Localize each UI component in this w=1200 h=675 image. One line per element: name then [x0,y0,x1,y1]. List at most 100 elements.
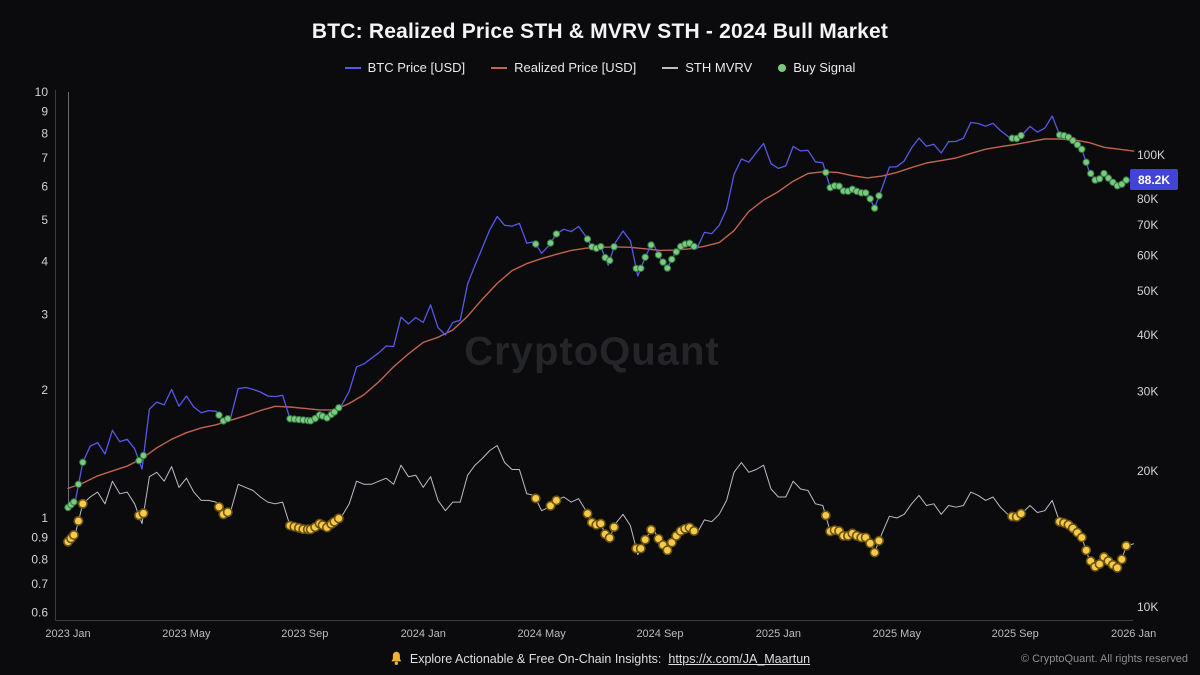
buy-signal-dot-mvrv [1116,554,1127,565]
x-axis-tick: 2024 Jan [401,628,446,640]
buy-signal-dot-mvrv [77,498,88,509]
buy-signal-dot-price [74,480,83,488]
buy-signal-dot-price [875,192,883,200]
realized-price-marker-icon [491,66,508,69]
chart-legend: BTC Price [USD] Realized Price [USD] STH M… [0,60,1200,75]
buy-signal-dot-mvrv [604,532,615,543]
buy-signal-dot-price [641,253,649,261]
right-axis-tick: 10K [1137,600,1158,614]
buy-signal-dot-price [647,241,655,249]
buy-signal-dot-mvrv [646,524,657,535]
buy-signal-dot-price [1104,174,1113,182]
buy-signal-dot-price [330,408,339,416]
legend-label: BTC Price [USD] [367,60,466,75]
buy-signal-dot-price [1095,175,1104,183]
buy-signal-dot-price [606,256,614,265]
x-axis-tick: 2025 Sep [992,628,1039,640]
buy-signal-dot-mvrv [1081,545,1092,556]
buy-signal-dot-mvrv [873,535,884,546]
buy-signal-dot-mvrv [551,495,562,506]
copyright-notice: © CryptoQuant. All rights reserved [1020,653,1188,665]
buy-signal-dot-mvrv [635,543,646,554]
buy-signal-dot-mvrv [73,515,84,526]
left-axis-tick: 0.9 [31,530,48,544]
buy-signal-dot-mvrv [214,501,225,512]
left-axis-tick: 0.8 [31,552,48,566]
buy-signal-dot-price [70,498,78,506]
left-axis-tick: 7 [41,151,48,165]
buy-signal-dot-mvrv [820,510,831,521]
sth-mvrv-marker-icon [662,66,679,69]
buy-signal-dot-mvrv [333,513,344,524]
legend-item-realized-price[interactable]: Realized Price [USD] [491,60,636,75]
buy-signal-dot-price [583,235,592,243]
buy-signal-dot-price [552,230,561,238]
buy-signal-dot-price [1087,169,1095,178]
buy-signal-dot-price [862,189,870,197]
buy-signal-dot-price [79,458,87,466]
buy-signal-dot-price [224,415,232,423]
x-axis-tick: 2023 Jan [45,628,90,640]
left-axis-tick: 8 [41,126,48,140]
left-axis-tick: 5 [41,213,48,227]
buy-signal-dot-price [139,451,148,460]
legend-item-btc-price[interactable]: BTC Price [USD] [344,60,466,75]
left-axis-tick: 6 [41,180,48,194]
x-axis-tick: 2025 Jan [756,628,801,640]
chart-title: BTC: Realized Price STH & MVRV STH - 202… [311,20,889,43]
left-axis-tick: 2 [41,383,48,397]
right-axis-tick: 50K [1137,284,1158,298]
buy-signal-dot-mvrv [1112,562,1123,573]
buy-signal-dot-price [668,255,676,263]
buy-signal-dot-mvrv [68,529,79,540]
buy-signal-dot-price [654,251,663,259]
x-axis-tick: 2024 Sep [636,628,683,640]
right-axis-tick: 100K [1137,148,1165,162]
buy-signal-dot-mvrv [138,508,149,519]
legend-label: Buy Signal [793,60,856,75]
buy-signal-dot-price [532,240,540,248]
buy-signal-dot-price [1069,136,1077,145]
buy-signal-dot-price [1017,131,1025,140]
buy-signal-dot-price [135,456,143,465]
bell-icon [391,651,402,665]
x-axis-tick: 2026 Jan [1111,628,1156,640]
x-axis-tick: 2023 May [162,628,211,640]
buy-signal-dot-mvrv [530,493,541,504]
buy-signal-dot-mvrv [869,547,880,558]
left-axis-tick: 3 [41,308,48,322]
buy-signal-dot-price [1078,145,1086,153]
buy-signal-dot-price [835,182,843,190]
buy-signal-dot-mvrv [595,518,606,529]
left-axis-tick: 1 [41,511,48,525]
buy-signal-dot-price [822,168,830,177]
buy-signal-dot-mvrv [609,522,620,533]
buy-signal-dot-price [1082,158,1090,166]
buy-signal-marker-icon [778,63,787,72]
buy-signal-dot-mvrv [582,508,593,519]
x-axis-tick: 2023 Sep [281,628,328,640]
footer-promo: Explore Actionable & Free On-Chain Insig… [390,651,810,666]
x-axis-tick: 2025 May [873,628,922,640]
left-axis-tick: 10 [35,85,49,99]
legend-item-sth-mvrv[interactable]: STH MVRV [662,60,752,75]
buy-signal-dot-mvrv [865,538,876,549]
buy-signal-dot-price [870,204,879,212]
buy-signal-dot-price [1100,169,1108,178]
buy-signal-dot-mvrv [1076,532,1087,543]
footer-link[interactable]: https://x.com/JA_Maartun [668,651,811,666]
legend-item-buy-signal[interactable]: Buy Signal [778,60,855,75]
buy-signal-dot-price [637,264,645,272]
legend-label: Realized Price [USD] [514,60,637,75]
buy-signal-dot-price [597,242,605,251]
left-axis-tick: 0.7 [31,577,48,591]
buy-signal-dot-price [690,242,698,251]
buy-signal-dot-price [1118,180,1126,188]
buy-signal-dot-mvrv [1016,508,1027,519]
right-axis-tick: 80K [1137,192,1158,206]
right-axis-tick: 70K [1137,218,1158,232]
right-axis-tick: 20K [1137,464,1158,478]
buy-signal-dot-mvrv [222,507,233,518]
